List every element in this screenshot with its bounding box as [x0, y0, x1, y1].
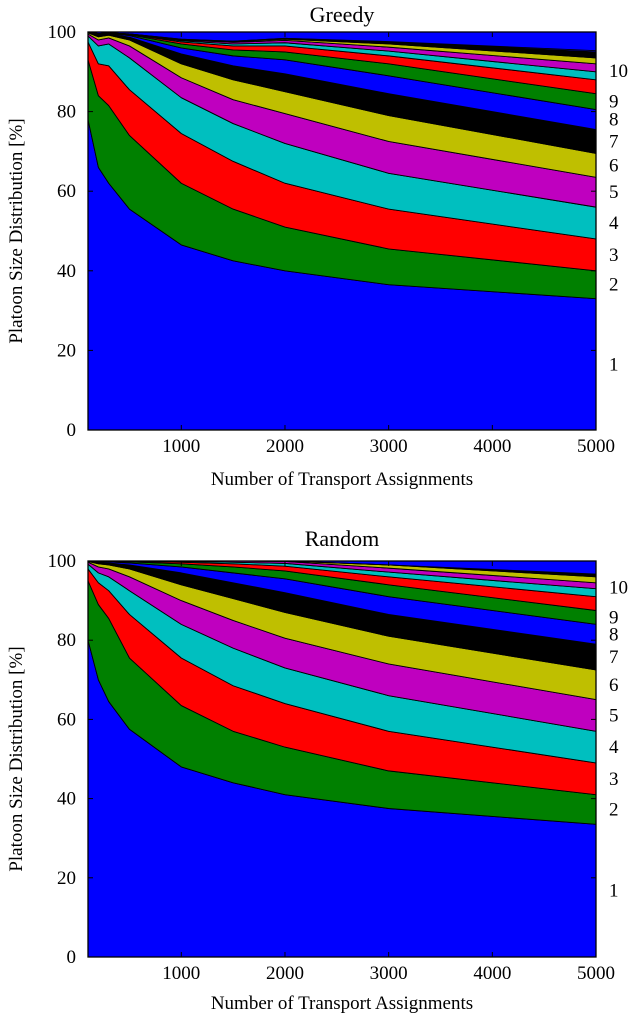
- band-label-10: 10: [609, 578, 628, 599]
- band-labels: 1 2 3 4 5 6 789 10: [609, 578, 628, 902]
- y-tick-label: 40: [57, 261, 76, 282]
- y-tick-label: 60: [57, 181, 76, 202]
- band-label-9: 9: [609, 607, 619, 628]
- plot-frame: [87, 31, 597, 431]
- stacked-areas: [87, 560, 597, 958]
- band-label-9: 9: [609, 92, 619, 113]
- y-tick-label: 0: [67, 420, 77, 441]
- y-tick-label: 100: [48, 551, 77, 572]
- greedy-panel: Greedy Number of Transport Assignments P…: [6, 2, 628, 490]
- y-axis-label: Platoon Size Distribution [%]: [6, 646, 27, 871]
- x-tick-label: 1000: [162, 436, 200, 457]
- stacked-areas: [87, 31, 597, 431]
- band-label-2: 2: [609, 799, 619, 820]
- x-tick-label: 4000: [473, 963, 511, 984]
- band-label-7: 7: [609, 131, 619, 152]
- x-axis-label: Number of Transport Assignments: [211, 469, 473, 490]
- band-label-5: 5: [609, 705, 619, 726]
- y-tick-label: 40: [57, 789, 76, 810]
- y-tick-label: 20: [57, 868, 76, 889]
- x-tick-label: 2000: [266, 436, 304, 457]
- y-axis-label: Platoon Size Distribution [%]: [6, 118, 27, 343]
- plot-frame: [87, 560, 597, 958]
- x-tick-label: 4000: [473, 436, 511, 457]
- x-axis-label: Number of Transport Assignments: [211, 993, 473, 1014]
- axis-ticks: 0 20 40 60 80 100 1000 2000 3000 4000 5000: [48, 22, 616, 457]
- chart-title: Greedy: [310, 2, 375, 27]
- band-label-2: 2: [609, 275, 619, 296]
- band-label-5: 5: [609, 182, 619, 203]
- y-tick-label: 100: [48, 22, 77, 43]
- band-label-6: 6: [609, 155, 619, 176]
- x-tick-label: 3000: [370, 436, 408, 457]
- band-label-8: 8: [609, 110, 619, 131]
- y-tick-label: 20: [57, 340, 76, 361]
- band-label-7: 7: [609, 647, 619, 668]
- band-label-6: 6: [609, 675, 619, 696]
- band-label-4: 4: [609, 737, 619, 758]
- random-panel: Random Number of Transport Assignments P…: [6, 526, 628, 1014]
- band-labels: 1 2 3 4 5 6 789 10: [609, 61, 628, 376]
- y-tick-label: 80: [57, 102, 76, 123]
- band-label-3: 3: [609, 769, 619, 790]
- chart-title: Random: [305, 526, 380, 551]
- y-tick-label: 60: [57, 709, 76, 730]
- band-label-8: 8: [609, 624, 619, 645]
- band-label-1: 1: [609, 354, 619, 375]
- band-label-10: 10: [609, 61, 628, 82]
- x-tick-label: 5000: [577, 436, 615, 457]
- band-label-4: 4: [609, 213, 619, 234]
- axis-ticks: 0 20 40 60 80 100 1000 2000 3000 4000 5000: [48, 551, 616, 984]
- y-tick-label: 80: [57, 630, 76, 651]
- band-label-3: 3: [609, 245, 619, 266]
- x-tick-label: 5000: [577, 963, 615, 984]
- x-tick-label: 2000: [266, 963, 304, 984]
- y-tick-label: 0: [67, 947, 77, 968]
- x-tick-label: 3000: [370, 963, 408, 984]
- x-tick-label: 1000: [162, 963, 200, 984]
- band-label-1: 1: [609, 881, 619, 902]
